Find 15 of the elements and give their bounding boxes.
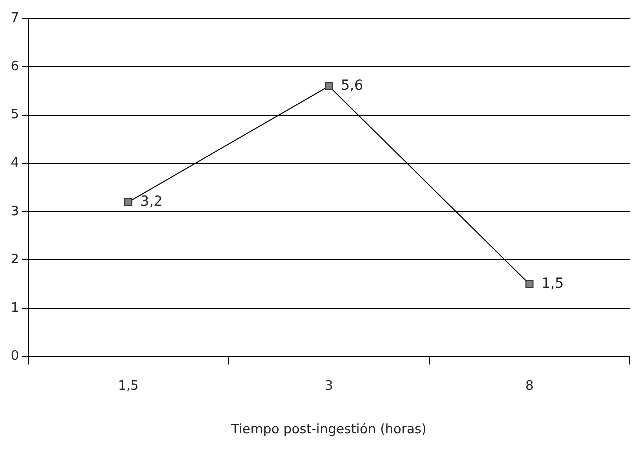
y-tick-label: 5 <box>10 108 20 123</box>
y-tick-label: 6 <box>10 59 20 74</box>
y-tick-label: 1 <box>10 300 20 316</box>
y-tick-label: 7 <box>10 11 20 26</box>
x-tick-label: 8 <box>526 378 534 394</box>
x-tick-label: 1,5 <box>118 378 139 394</box>
data-label: 1,5 <box>542 276 564 292</box>
y-tick-label: 4 <box>10 156 20 172</box>
x-axis-title: Tiempo post-ingestión (horas) <box>230 422 427 438</box>
y-tick-label: 3 <box>10 204 20 220</box>
x-tick-label: 3 <box>324 378 334 394</box>
data-label: 3,2 <box>140 194 163 210</box>
y-tick-label: 0 <box>10 349 20 364</box>
y-tick-label: 2 <box>10 252 20 268</box>
data-label: 5,6 <box>341 78 364 94</box>
